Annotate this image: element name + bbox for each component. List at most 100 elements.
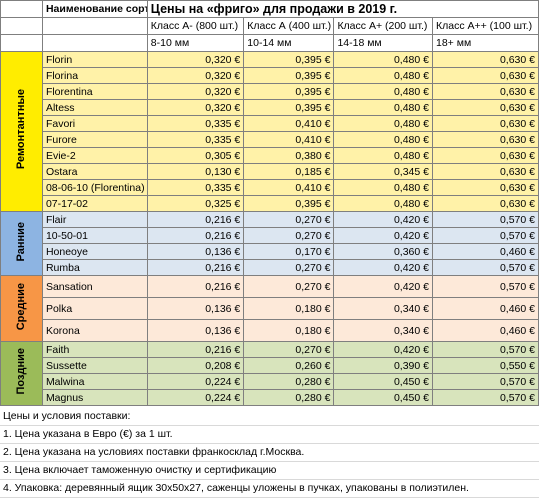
variety-column-header: Наименование сорта (41, 0, 148, 18)
price-cell: 0,480 € (333, 99, 433, 116)
price-cell: 0,270 € (243, 275, 335, 298)
variety-name: Furore (41, 131, 148, 148)
variety-name: Sussette (41, 357, 148, 374)
variety-name: Florin (41, 51, 148, 68)
price-cell: 0,480 € (333, 195, 433, 212)
variety-name: 10-50-01 (41, 227, 148, 244)
price-cell: 0,630 € (432, 195, 539, 212)
price-cell: 0,395 € (243, 67, 335, 84)
note-line: 3. Цена включает таможенную очистку и се… (0, 462, 539, 480)
price-cell: 0,335 € (146, 115, 245, 132)
price-cell: 0,136 € (146, 243, 245, 260)
price-cell: 0,305 € (146, 147, 245, 164)
class-header-1: Класс А- (800 шт.) (146, 17, 245, 35)
variety-name: Polka (41, 297, 148, 320)
price-cell: 0,130 € (146, 163, 245, 180)
price-cell: 0,216 € (146, 227, 245, 244)
variety-name: Flair (41, 211, 148, 228)
price-cell: 0,390 € (333, 357, 433, 374)
price-cell: 0,224 € (146, 389, 245, 406)
price-cell: 0,270 € (243, 211, 335, 228)
price-cell: 0,570 € (432, 227, 539, 244)
group-label-cell: Ремонтантные (0, 51, 43, 212)
price-cell: 0,480 € (333, 115, 433, 132)
price-cell: 0,480 € (333, 83, 433, 100)
blank-cell (0, 34, 43, 52)
price-cell: 0,480 € (333, 67, 433, 84)
price-cell: 0,320 € (146, 67, 245, 84)
table-row: 07-17-02 0,325 €0,395 €0,480 €0,630 € (1, 195, 539, 212)
price-cell: 0,420 € (333, 211, 433, 228)
class-header-2: Класс А (400 шт.) (243, 17, 335, 35)
group-label: Ремонтантные (15, 89, 28, 170)
price-cell: 0,136 € (146, 319, 245, 342)
table-row: Honeoye 0,136 €0,170 €0,360 €0,460 € (1, 243, 539, 260)
table-row: 10-50-01 0,216 €0,270 €0,420 €0,570 € (1, 227, 539, 244)
size-header-1: 8-10 мм (146, 34, 245, 52)
blank-cell (0, 17, 43, 35)
price-cell: 0,320 € (146, 99, 245, 116)
table-row: Florentina 0,320 €0,395 €0,480 €0,630 € (1, 83, 539, 100)
price-cell: 0,570 € (432, 259, 539, 276)
group-label: Поздние (15, 348, 28, 395)
price-cell: 0,570 € (432, 341, 539, 358)
price-cell: 0,410 € (243, 115, 335, 132)
variety-name: Magnus (41, 389, 148, 406)
price-cell: 0,630 € (432, 163, 539, 180)
price-cell: 0,380 € (243, 147, 335, 164)
price-cell: 0,360 € (333, 243, 433, 260)
price-cell: 0,224 € (146, 373, 245, 390)
price-cell: 0,340 € (333, 319, 433, 342)
variety-name: Malwina (41, 373, 148, 390)
blank-cell (41, 17, 148, 35)
table-row: Favori 0,335 €0,410 €0,480 €0,630 € (1, 115, 539, 132)
price-table: Наименование сорта Цены на «фриго» для п… (0, 0, 539, 406)
price-cell: 0,480 € (333, 51, 433, 68)
price-cell: 0,270 € (243, 227, 335, 244)
price-cell: 0,570 € (432, 389, 539, 406)
price-cell: 0,345 € (333, 163, 433, 180)
price-cell: 0,630 € (432, 131, 539, 148)
price-cell: 0,270 € (243, 259, 335, 276)
table-row: Средние Sansation 0,216 €0,270 €0,420 €0,5… (0, 275, 539, 342)
price-cell: 0,208 € (146, 357, 245, 374)
price-cell: 0,320 € (146, 51, 245, 68)
class-header-row: Класс А- (800 шт.) Класс А (400 шт.) Кла… (0, 17, 539, 35)
price-cell: 0,180 € (243, 297, 335, 320)
price-cell: 0,270 € (243, 341, 335, 358)
variety-name: Rumba (41, 259, 148, 276)
price-cell: 0,480 € (333, 179, 433, 196)
price-cell: 0,420 € (333, 341, 433, 358)
price-cell: 0,216 € (146, 275, 245, 298)
class-header-3: Класс А+ (200 шт.) (333, 17, 433, 35)
group-label: Средние (15, 282, 28, 331)
price-cell: 0,630 € (432, 83, 539, 100)
price-cell: 0,460 € (432, 297, 539, 320)
price-cell: 0,185 € (243, 163, 335, 180)
price-cell: 0,410 € (243, 131, 335, 148)
variety-name: 08-06-10 (Florentina) (41, 179, 148, 196)
title-row: Наименование сорта Цены на «фриго» для п… (0, 0, 539, 18)
price-cell: 0,450 € (333, 389, 433, 406)
table-row: Ремонтантные Florin 0,320 €0,395 €0,480 €0… (0, 51, 539, 212)
price-cell: 0,395 € (243, 99, 335, 116)
price-cell: 0,395 € (243, 51, 335, 68)
price-cell: 0,216 € (146, 211, 245, 228)
group-label-cell: Средние (0, 275, 43, 342)
note-line: 2. Цена указана на условиях поставки фра… (0, 444, 539, 462)
price-cell: 0,335 € (146, 179, 245, 196)
price-cell: 0,630 € (432, 67, 539, 84)
table-row: Evie-2 0,305 €0,380 €0,480 €0,630 € (1, 147, 539, 164)
table-row: Magnus 0,224 €0,280 €0,450 €0,570 € (1, 389, 539, 406)
price-cell: 0,630 € (432, 51, 539, 68)
table-row: Furore 0,335 €0,410 €0,480 €0,630 € (1, 131, 539, 148)
price-cell: 0,480 € (333, 147, 433, 164)
table-row: Korona 0,136 €0,180 €0,340 €0,460 € (1, 319, 539, 342)
size-header-row: 8-10 мм 10-14 мм 14-18 мм 18+ мм (0, 34, 539, 52)
price-cell: 0,410 € (243, 179, 335, 196)
class-header-4: Класс А++ (100 шт.) (432, 17, 539, 35)
price-cell: 0,570 € (432, 373, 539, 390)
price-cell: 0,480 € (333, 131, 433, 148)
variety-name: Altess (41, 99, 148, 116)
